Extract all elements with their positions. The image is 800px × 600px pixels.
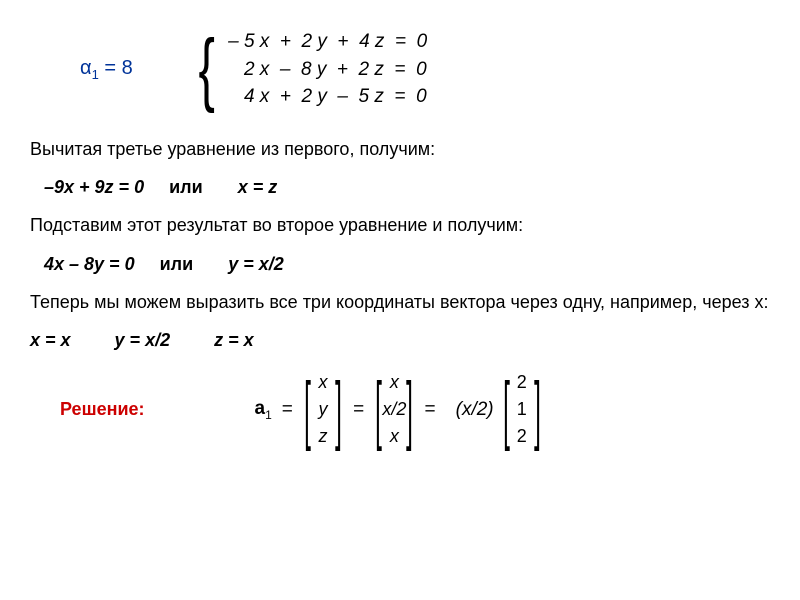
xeq-a: x = x [30, 328, 71, 352]
equation-3: 4 x + 2 y – 5 z = 0 [228, 83, 427, 111]
step-2-text: Подставим этот результат во второе уравн… [30, 213, 770, 237]
system-of-equations: { – 5 x + 2 y + 4 z = 0 2 x – 8 y + 2 z … [193, 28, 427, 111]
coordinate-expressions: x = x y = x/2 z = x [30, 328, 770, 352]
top-equation-row: α1 = 8 { – 5 x + 2 y + 4 z = 0 2 x – 8 y… [30, 28, 770, 111]
or-2: или [160, 254, 194, 274]
solution-label: Решение: [60, 399, 145, 420]
derivation-2: 4x – 8y = 0 или y = x/2 [30, 252, 770, 276]
equals-3: = [425, 399, 436, 421]
vector-2: [ x x/2 x ] [378, 370, 410, 449]
scalar-factor: (x/2) [456, 399, 494, 421]
equation-2: 2 x – 8 y + 2 z = 0 [228, 56, 427, 84]
deriv-2a: 4x – 8y = 0 [44, 254, 135, 274]
or-1: или [169, 177, 203, 197]
equation-1: – 5 x + 2 y + 4 z = 0 [228, 28, 427, 56]
deriv-1a: –9x + 9z = 0 [44, 177, 144, 197]
alpha-eigenvalue: α1 = 8 [80, 57, 133, 82]
vector-3: [ 2 1 2 ] [506, 370, 538, 449]
alpha-eq: = 8 [99, 57, 133, 79]
xeq-b: y = x/2 [115, 328, 171, 352]
xeq-c: z = x [214, 328, 254, 352]
solution-row: Решение: a1 = [ x y z ] = [ x x/2 x ] = … [30, 370, 770, 449]
vector-1: [ x y z ] [307, 370, 339, 449]
vector-a1: a1 [255, 398, 272, 422]
deriv-1b: x = z [238, 177, 278, 197]
step-1-text: Вычитая третье уравнение из первого, пол… [30, 137, 770, 161]
deriv-2b: y = x/2 [228, 254, 284, 274]
curly-brace: { [198, 28, 214, 110]
alpha-symbol: α [80, 57, 92, 79]
equals-1: = [282, 399, 293, 421]
step-3-text: Теперь мы можем выразить все три координ… [30, 290, 770, 314]
equals-2: = [353, 399, 364, 421]
derivation-1: –9x + 9z = 0 или x = z [30, 175, 770, 199]
alpha-sub: 1 [92, 67, 99, 82]
solution-equation: a1 = [ x y z ] = [ x x/2 x ] = (x/2) [ [255, 370, 542, 449]
equation-list: – 5 x + 2 y + 4 z = 0 2 x – 8 y + 2 z = … [228, 28, 427, 111]
